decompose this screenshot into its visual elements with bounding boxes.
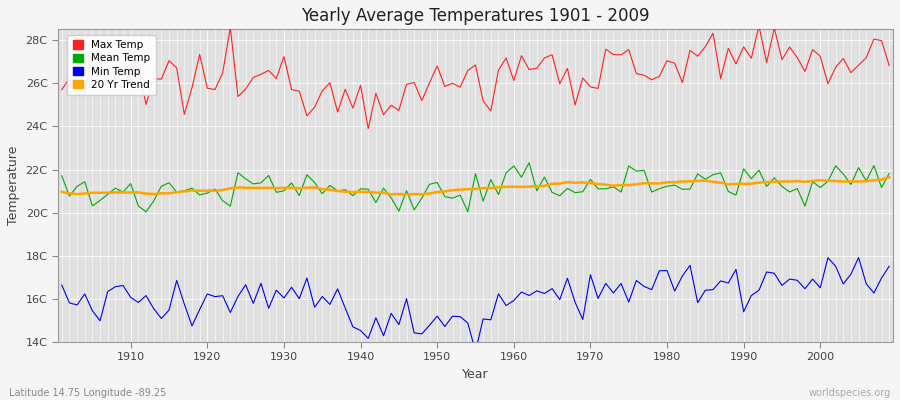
Y-axis label: Temperature: Temperature xyxy=(7,146,20,225)
X-axis label: Year: Year xyxy=(463,368,489,381)
Title: Yearly Average Temperatures 1901 - 2009: Yearly Average Temperatures 1901 - 2009 xyxy=(302,7,650,25)
Text: worldspecies.org: worldspecies.org xyxy=(809,388,891,398)
Legend: Max Temp, Mean Temp, Min Temp, 20 Yr Trend: Max Temp, Mean Temp, Min Temp, 20 Yr Tre… xyxy=(68,35,156,95)
Text: Latitude 14.75 Longitude -89.25: Latitude 14.75 Longitude -89.25 xyxy=(9,388,166,398)
